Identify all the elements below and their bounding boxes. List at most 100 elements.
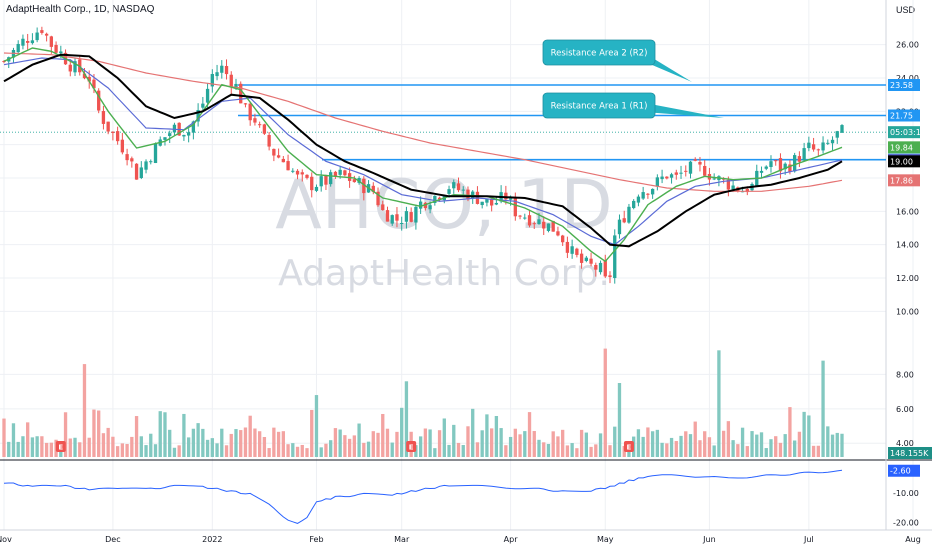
candle-body (286, 161, 290, 171)
candle-body (97, 90, 101, 111)
volume-bar (30, 437, 35, 457)
candle-body (523, 217, 527, 219)
candle-body (774, 160, 778, 162)
earnings-marker[interactable]: E (406, 441, 417, 452)
candle-body (205, 88, 210, 103)
volume-bar (414, 445, 418, 457)
candle-body (575, 248, 579, 255)
candle-body (792, 155, 797, 172)
ema-fast-line (3, 47, 843, 263)
volume-bar (721, 430, 726, 457)
volume-bar (314, 395, 319, 457)
candle-body (589, 258, 593, 264)
earnings-marker[interactable]: E (55, 441, 66, 452)
volume-bar (97, 410, 101, 457)
oscillator-line (3, 469, 843, 524)
candle-body (101, 111, 106, 124)
volume-bar (125, 444, 129, 457)
earnings-marker[interactable]: E (623, 441, 634, 452)
candle-body (224, 65, 229, 75)
volume-bar (570, 443, 574, 457)
earnings-badge (406, 441, 417, 452)
candle-body (253, 118, 257, 123)
volume-bar (149, 433, 153, 457)
earnings-label: E (409, 444, 414, 452)
volume-bar (461, 445, 465, 457)
price-tag: 21.75 (888, 109, 920, 122)
volume-bar (717, 350, 721, 457)
volume-bar (163, 412, 167, 457)
oscillator-tag-text: -2.60 (890, 467, 911, 476)
candle-body (262, 124, 267, 134)
candle-body (485, 199, 489, 203)
candle-body (778, 158, 783, 172)
volume-bar (840, 433, 844, 457)
candle-body (295, 170, 300, 175)
volume-bar (310, 409, 314, 457)
candle-body (314, 186, 319, 191)
volume-bar (201, 428, 205, 457)
volume-bar (617, 383, 622, 457)
candle-body (276, 155, 281, 158)
candle-body (196, 110, 200, 122)
volume-bar (324, 443, 328, 457)
price-tags: 23.5821.7505:03:1219.8419.1019.0819.0017… (888, 79, 932, 477)
price-tag-bg (888, 155, 920, 168)
candle-body (343, 170, 347, 176)
candle-body (267, 135, 271, 147)
earnings-label: E (627, 444, 632, 452)
time-tick: Mar (394, 535, 410, 544)
volume-bar (295, 446, 300, 457)
candle-body (452, 182, 456, 189)
candle-body (650, 188, 655, 195)
candle-body (731, 185, 735, 190)
candle-body (840, 125, 844, 133)
volume-bar (329, 440, 333, 457)
price-tag: 23.58 (888, 79, 920, 91)
volume-bar (603, 348, 607, 457)
volume-tick: 8.00 (896, 370, 914, 379)
price-tick: 10.00 (896, 307, 919, 316)
volume-bar (442, 418, 446, 457)
candle-body (627, 206, 631, 223)
candle-body (641, 192, 645, 199)
volume-bar (811, 445, 816, 457)
candle-body (759, 170, 764, 173)
volume-bar (423, 428, 428, 457)
candle-body (513, 196, 517, 217)
candle-body (437, 197, 442, 200)
candle-body (532, 223, 536, 225)
candle-body (149, 161, 153, 163)
price-tag-bg (888, 174, 920, 187)
annotation-r2[interactable]: Resistance Area 2 (R2) (542, 39, 692, 82)
volume-bar (428, 429, 432, 457)
volume-bar (82, 364, 87, 457)
candle-body (466, 189, 470, 200)
volume-bar (475, 442, 480, 457)
candle-body (693, 159, 697, 161)
volume-bar (371, 431, 375, 457)
annotations[interactable]: Resistance Area 2 (R2) Resistance Area 1 … (542, 39, 724, 119)
candle-body (115, 131, 120, 142)
candle-body (300, 172, 304, 175)
candle-body (409, 212, 413, 222)
horizontal-lines[interactable] (0, 84, 886, 161)
candle-body (338, 169, 342, 175)
time-tick: Jul (803, 535, 814, 544)
volume-bar (471, 408, 475, 457)
volume-bar (87, 437, 91, 457)
volume-bar (731, 440, 735, 457)
candle-body (139, 167, 143, 178)
candle-body (305, 174, 309, 178)
price-tag: 05:03:12 (888, 126, 926, 139)
price-tick: 16.00 (896, 207, 919, 216)
candle-body (655, 177, 660, 187)
annotation-r1[interactable]: Resistance Area 1 (R1) (542, 92, 724, 119)
volume-bar (186, 437, 191, 457)
volume-bar (49, 442, 54, 457)
candle-body (40, 30, 44, 33)
volume-bar (518, 434, 522, 457)
candle-body (54, 44, 58, 53)
